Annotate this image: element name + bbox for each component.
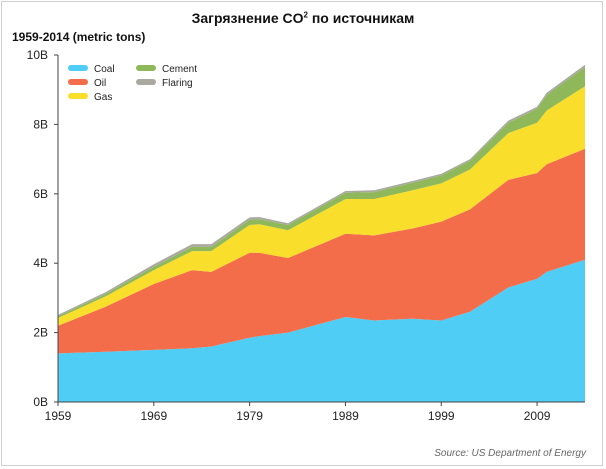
legend-swatch-gas	[68, 93, 88, 99]
area-oil	[58, 148, 585, 354]
legend-swatch-oil	[68, 79, 88, 85]
y-tick-label: 8B	[33, 117, 48, 131]
x-tick-label: 1979	[236, 409, 263, 423]
x-tick-label: 1999	[428, 409, 455, 423]
x-tick-label: 1969	[140, 409, 167, 423]
legend-swatch-cement	[136, 65, 156, 71]
legend-label-coal: Coal	[94, 64, 115, 75]
y-tick-label: 2B	[33, 326, 48, 340]
area-cement	[58, 67, 585, 318]
x-tick-label: 1989	[332, 409, 359, 423]
y-tick-label: 10B	[27, 48, 48, 62]
x-tick-label: 1959	[45, 409, 72, 423]
x-tick-label: 2009	[524, 409, 551, 423]
area-gas	[58, 86, 585, 326]
source-note: Source: US Department of Energy	[434, 448, 586, 459]
y-tick-label: 0B	[33, 395, 48, 409]
legend-swatch-flaring	[136, 79, 156, 85]
legend-label-cement: Cement	[162, 64, 197, 75]
legend-label-oil: Oil	[94, 78, 106, 89]
legend-swatch-coal	[68, 65, 88, 71]
y-tick-label: 4B	[33, 256, 48, 270]
chart-title: Загрязнение CO2 по источникам	[191, 10, 415, 26]
chart-subtitle: 1959-2014 (metric tons)	[12, 30, 146, 44]
area-coal	[58, 259, 585, 402]
y-tick-label: 6B	[33, 187, 48, 201]
legend-label-flaring: Flaring	[162, 78, 193, 89]
legend-label-gas: Gas	[94, 92, 112, 103]
